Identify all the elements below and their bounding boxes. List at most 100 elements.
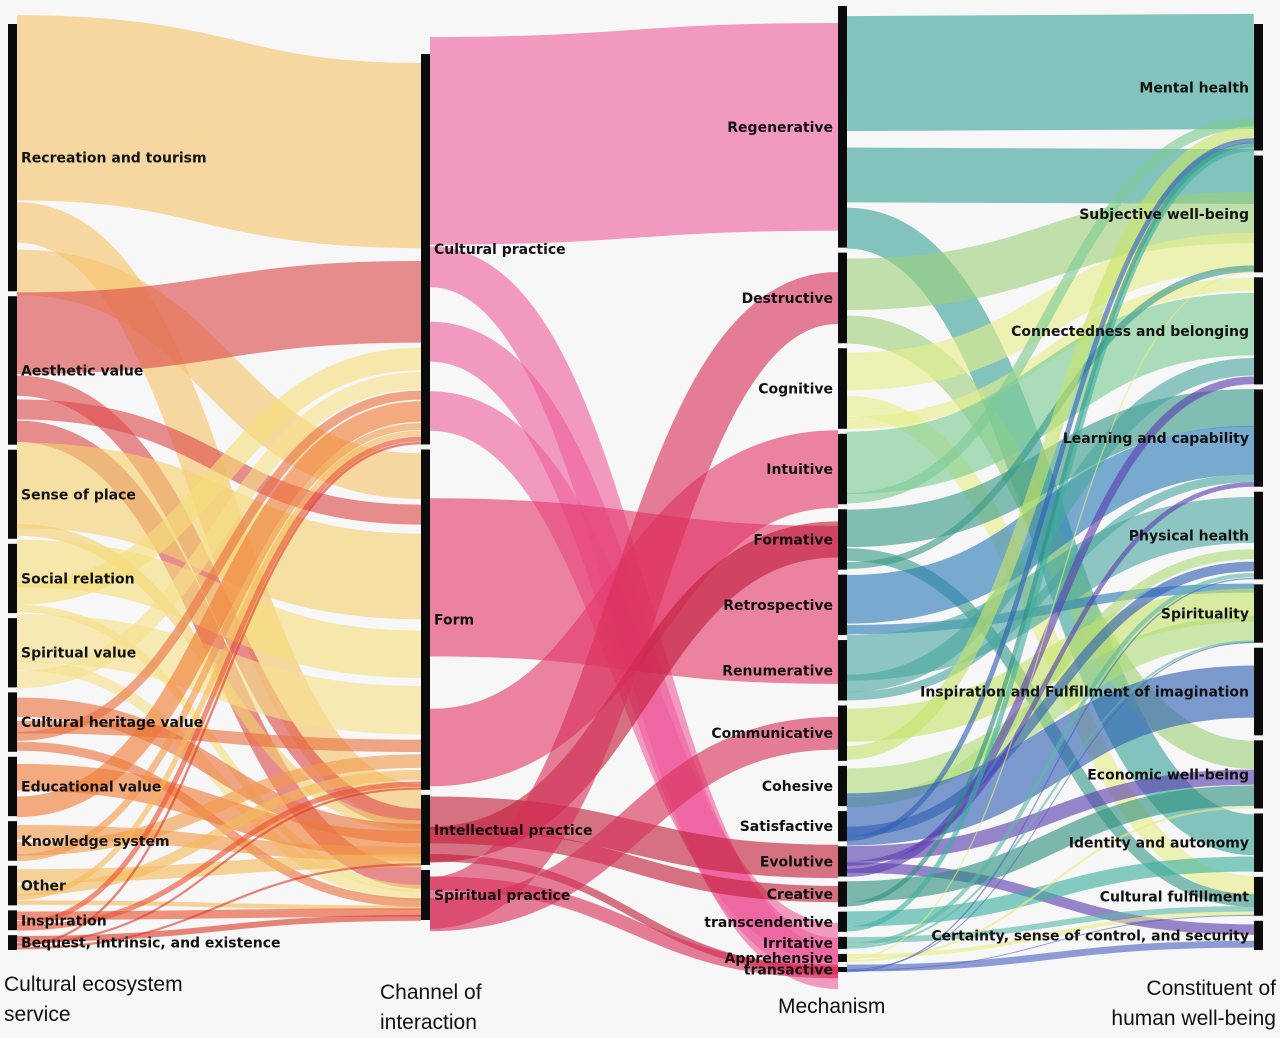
node-label-s2-14: Apprehensive [725, 951, 833, 967]
nodes-group: Recreation and tourism Aesthetic value Sen… [8, 6, 1263, 978]
node-bar-s2-0 [838, 6, 847, 248]
node-bar-s0-4 [8, 618, 17, 688]
link-s1-2-to-4 [429, 521, 839, 863]
node-label-s0-10: Bequest, intrinsic, and existence [21, 936, 281, 952]
node-bar-s0-3 [8, 543, 17, 614]
node-label-s3-1: Subjective well-being [1079, 207, 1249, 223]
node-label-s2-6: Renumerative [722, 663, 833, 679]
link-s2-10-to-2 [846, 376, 1255, 877]
node-label-s1-3: Spiritual practice [434, 888, 570, 904]
link-s2-2-to-2 [846, 277, 1255, 430]
node-label-s0-6: Educational value [21, 779, 161, 795]
link-s0-9-to-0 [16, 436, 422, 926]
link-s2-1-to-1 [846, 191, 1255, 310]
node-label-s0-0: Recreation and tourism [21, 151, 207, 167]
link-s0-10-to-0 [16, 441, 422, 947]
node-label-s2-1: Destructive [742, 291, 833, 307]
node-label-s1-1: Form [434, 613, 474, 629]
node-bar-s2-2 [838, 348, 847, 429]
node-bar-s1-3 [421, 869, 430, 920]
node-label-s2-3: Intuitive [766, 462, 833, 478]
node-label-s0-9: Inspiration [21, 913, 107, 929]
node-bar-s2-14 [838, 953, 847, 962]
node-bar-s3-8 [1254, 813, 1263, 872]
node-label-s3-8: Identity and autonomy [1069, 836, 1249, 852]
node-label-s2-7: Communicative [711, 726, 833, 742]
link-s1-0-to-0 [429, 22, 839, 245]
node-label-s3-9: Cultural fulfillment [1100, 889, 1250, 905]
node-label-s3-4: Physical health [1129, 529, 1249, 545]
node-bar-s1-2 [421, 794, 430, 865]
node-label-s3-0: Mental health [1139, 80, 1249, 96]
node-label-s2-8: Cohesive [762, 779, 833, 795]
link-s2-15-to-5 [846, 641, 1255, 971]
node-bar-s3-3 [1254, 389, 1263, 487]
node-bar-s0-10 [8, 935, 17, 950]
link-s0-5-to-1 [16, 720, 422, 753]
link-s2-4-to-3 [846, 389, 1255, 548]
node-label-s3-5: Spirituality [1161, 607, 1249, 623]
link-s0-8-to-0 [16, 430, 422, 901]
node-bar-s0-9 [8, 910, 17, 931]
node-label-s3-6: Inspiration and Fulfillment of imaginati… [920, 685, 1249, 701]
node-label-s2-10: Evolutive [760, 854, 833, 870]
link-s2-13-to-4 [846, 573, 1255, 947]
link-s1-3-to-1 [428, 272, 840, 929]
node-label-s0-5: Cultural heritage value [21, 715, 203, 731]
link-s0-1-to-0 [16, 260, 422, 375]
link-s2-12-to-8 [846, 856, 1255, 927]
link-s2-15-to-9 [846, 914, 1255, 971]
node-bar-s0-6 [8, 756, 17, 817]
node-bar-s2-5 [838, 574, 847, 636]
node-bar-s0-0 [8, 24, 17, 292]
link-s2-9-to-0 [846, 138, 1255, 841]
node-bar-s3-1 [1254, 155, 1263, 273]
node-label-s3-7: Economic well-being [1087, 767, 1249, 783]
link-s2-7-to-0 [846, 126, 1255, 760]
node-label-s2-0: Regenerative [727, 120, 833, 136]
link-s2-3-to-0 [846, 118, 1255, 504]
node-label-s3-2: Connectedness and belonging [1011, 324, 1249, 340]
node-bar-s3-5 [1254, 584, 1263, 643]
node-bar-s2-15 [838, 966, 847, 972]
node-bar-s0-5 [8, 692, 17, 752]
link-s2-14-to-1 [846, 271, 1255, 960]
node-bar-s2-1 [838, 252, 847, 344]
node-bar-s3-4 [1254, 491, 1263, 580]
node-bar-s2-12 [838, 911, 847, 932]
stage-title-mechanism: Mechanism [778, 995, 886, 1018]
node-label-s2-4: Formative [753, 532, 833, 548]
node-bar-s2-3 [838, 433, 847, 505]
node-label-s2-9: Satisfactive [740, 819, 833, 835]
node-label-s0-2: Sense of place [21, 487, 136, 503]
node-label-s2-12: transcendentive [704, 915, 833, 931]
link-s0-3-to-0 [16, 347, 422, 605]
link-s0-10-to-2 [16, 863, 422, 950]
node-bar-s1-0 [421, 54, 430, 445]
link-s0-4-to-1 [16, 613, 422, 735]
link-s0-6-to-0 [16, 401, 422, 818]
node-label-s2-11: Creative [767, 887, 833, 903]
node-bar-s2-13 [838, 936, 847, 949]
link-s0-5-to-0 [16, 390, 422, 741]
node-bar-s3-7 [1254, 740, 1263, 809]
link-s0-0-to-0 [16, 15, 422, 249]
link-s2-9-to-4 [846, 561, 1255, 837]
node-label-s1-0: Cultural practice [434, 242, 566, 258]
node-bar-s3-2 [1254, 277, 1263, 385]
node-bar-s2-4 [838, 509, 847, 570]
node-bar-s3-10 [1254, 920, 1263, 950]
node-label-s0-8: Other [21, 879, 66, 895]
node-bar-s3-0 [1254, 24, 1263, 151]
link-s2-11-to-0 [846, 142, 1255, 907]
node-label-s0-1: Aesthetic value [21, 363, 143, 379]
link-s0-4-to-0 [16, 372, 422, 689]
node-label-s3-3: Learning and capability [1063, 431, 1249, 447]
stage-title-ecosystem-service: Cultural ecosystem service [4, 973, 183, 1026]
node-bar-s2-7 [838, 705, 847, 761]
node-bar-s2-8 [838, 765, 847, 807]
node-bar-s0-7 [8, 821, 17, 861]
link-s0-8-to-3 [16, 900, 422, 910]
link-s2-12-to-0 [846, 146, 1255, 932]
